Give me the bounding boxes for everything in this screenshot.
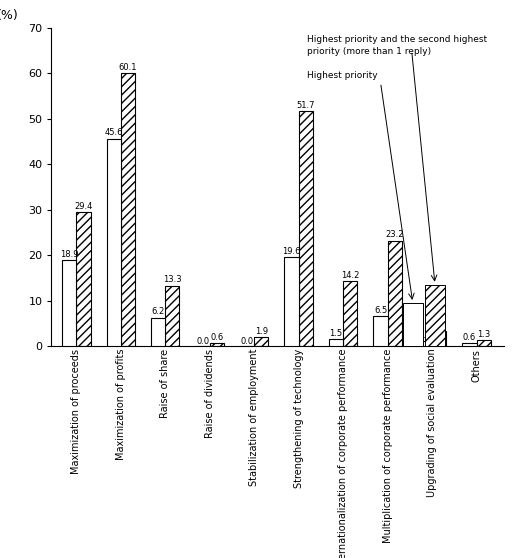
Text: Highest priority: Highest priority (307, 71, 378, 80)
Text: 1.9: 1.9 (255, 327, 268, 336)
Text: 60.1: 60.1 (119, 62, 137, 71)
Bar (254, 338, 268, 346)
Text: 0.6: 0.6 (210, 333, 224, 342)
Bar (476, 340, 491, 346)
Text: 3.4: 3.4 (433, 320, 446, 329)
Text: 45.6: 45.6 (104, 128, 123, 137)
Text: 0.6: 0.6 (463, 333, 476, 342)
Bar (425, 285, 445, 346)
Bar (463, 343, 476, 346)
Text: 6.2: 6.2 (152, 307, 165, 316)
Bar (373, 316, 388, 346)
Bar (299, 111, 313, 346)
Text: 19.6: 19.6 (282, 247, 301, 256)
Text: 14.2: 14.2 (341, 271, 359, 280)
Text: 1.5: 1.5 (329, 329, 343, 338)
Text: 23.2: 23.2 (386, 230, 404, 239)
Bar (432, 330, 446, 346)
Bar (388, 240, 402, 346)
Bar (121, 73, 135, 346)
Bar (210, 343, 224, 346)
Bar (166, 286, 179, 346)
Text: 13.3: 13.3 (163, 275, 181, 284)
Bar (329, 339, 343, 346)
Bar (62, 260, 76, 346)
Text: 1.3: 1.3 (477, 330, 490, 339)
Text: 1.1: 1.1 (418, 330, 432, 340)
Bar (106, 139, 121, 346)
Bar (403, 303, 423, 346)
Bar (418, 341, 432, 346)
Text: 51.7: 51.7 (297, 100, 315, 110)
Text: (%): (%) (0, 8, 19, 22)
Text: 18.9: 18.9 (60, 250, 79, 259)
Bar (343, 281, 357, 346)
Text: 0.0: 0.0 (196, 336, 209, 346)
Text: 6.5: 6.5 (374, 306, 387, 315)
Text: 29.4: 29.4 (74, 202, 93, 211)
Bar (76, 213, 90, 346)
Text: 0.0: 0.0 (241, 336, 253, 346)
Bar (284, 257, 299, 346)
Bar (151, 318, 166, 346)
Text: Highest priority and the second highest
priority (more than 1 reply): Highest priority and the second highest … (307, 35, 487, 55)
